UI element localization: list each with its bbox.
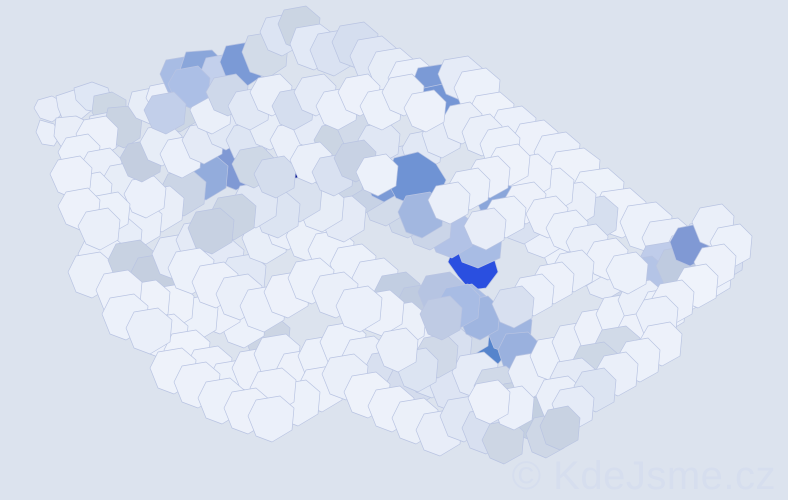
map-region[interactable]: [247, 395, 295, 443]
map-region[interactable]: [187, 207, 235, 255]
map-region[interactable]: [77, 207, 121, 251]
map-region[interactable]: [375, 327, 419, 373]
watermark-kdejsme: © KdeJsme.cz: [511, 454, 776, 498]
map-region[interactable]: [35, 119, 61, 147]
map-region[interactable]: [125, 307, 173, 355]
regions-layer: [33, 5, 753, 465]
map-region[interactable]: [143, 91, 187, 135]
map-region[interactable]: [335, 285, 383, 333]
map-region[interactable]: [539, 405, 581, 451]
map-region[interactable]: [463, 207, 507, 251]
map-region[interactable]: [123, 175, 167, 219]
map-region[interactable]: [253, 155, 297, 199]
map-region[interactable]: [403, 89, 447, 133]
map-region[interactable]: [491, 285, 535, 329]
map-region[interactable]: [427, 181, 471, 225]
map-region[interactable]: [355, 153, 399, 197]
map-region[interactable]: [605, 251, 649, 295]
map-region[interactable]: [419, 295, 463, 341]
map-region[interactable]: [467, 379, 511, 425]
